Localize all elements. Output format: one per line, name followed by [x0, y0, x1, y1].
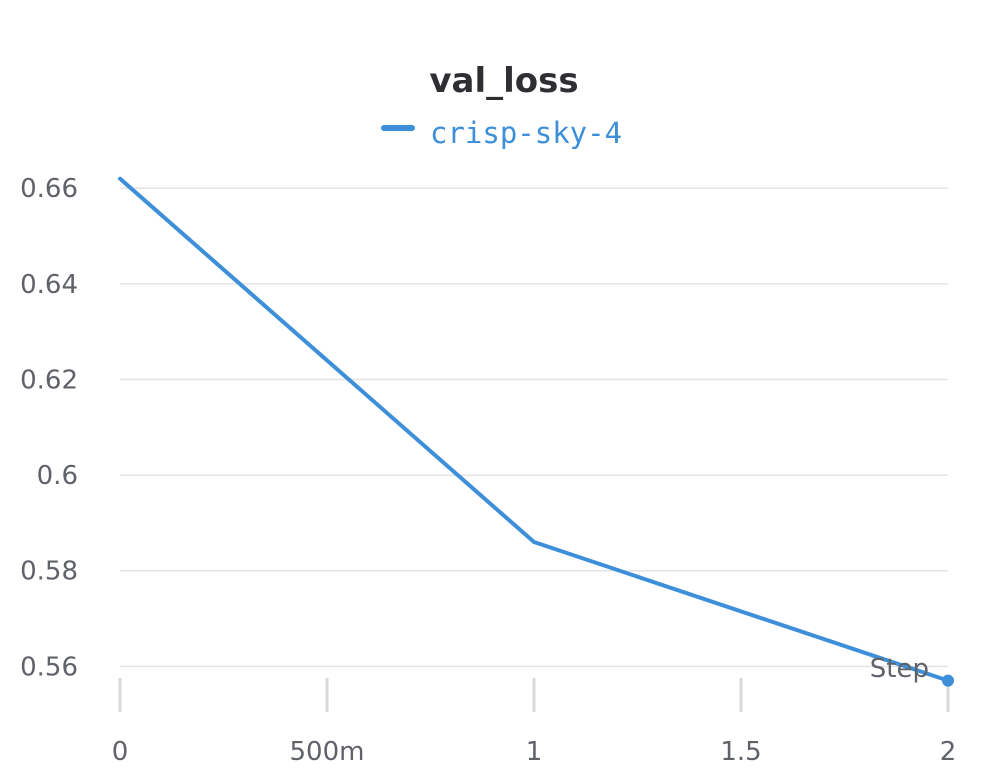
- grid: [120, 187, 948, 668]
- y-tick-label: 0.66: [20, 174, 78, 204]
- chart-title: val_loss: [429, 61, 578, 101]
- y-tick-label: 0.58: [20, 557, 78, 587]
- y-tick-label: 0.56: [20, 652, 78, 682]
- x-tick-label: 500m: [290, 737, 365, 767]
- x-tick-label: 1.5: [720, 737, 761, 767]
- series-line: [118, 176, 950, 683]
- data-point: [532, 540, 537, 545]
- y-axis: 0.56 0.58 0.6 0.62 0.64 0.66: [20, 174, 78, 682]
- x-tick-label: 2: [940, 737, 957, 767]
- legend-label-crisp-sky-4: crisp-sky-4: [430, 116, 622, 150]
- legend[interactable]: crisp-sky-4: [381, 116, 622, 150]
- plot-area[interactable]: [118, 176, 955, 687]
- data-point: [942, 674, 954, 687]
- x-axis-title: Step: [870, 654, 929, 684]
- x-tick-label: 0: [112, 737, 129, 767]
- y-tick-label: 0.62: [20, 365, 78, 395]
- x-tick-label: 1: [526, 737, 543, 767]
- x-axis: 0 500m 1 1.5 2: [112, 678, 957, 767]
- data-point: [118, 176, 123, 181]
- y-tick-label: 0.64: [20, 270, 78, 300]
- y-tick-label: 0.6: [37, 461, 78, 491]
